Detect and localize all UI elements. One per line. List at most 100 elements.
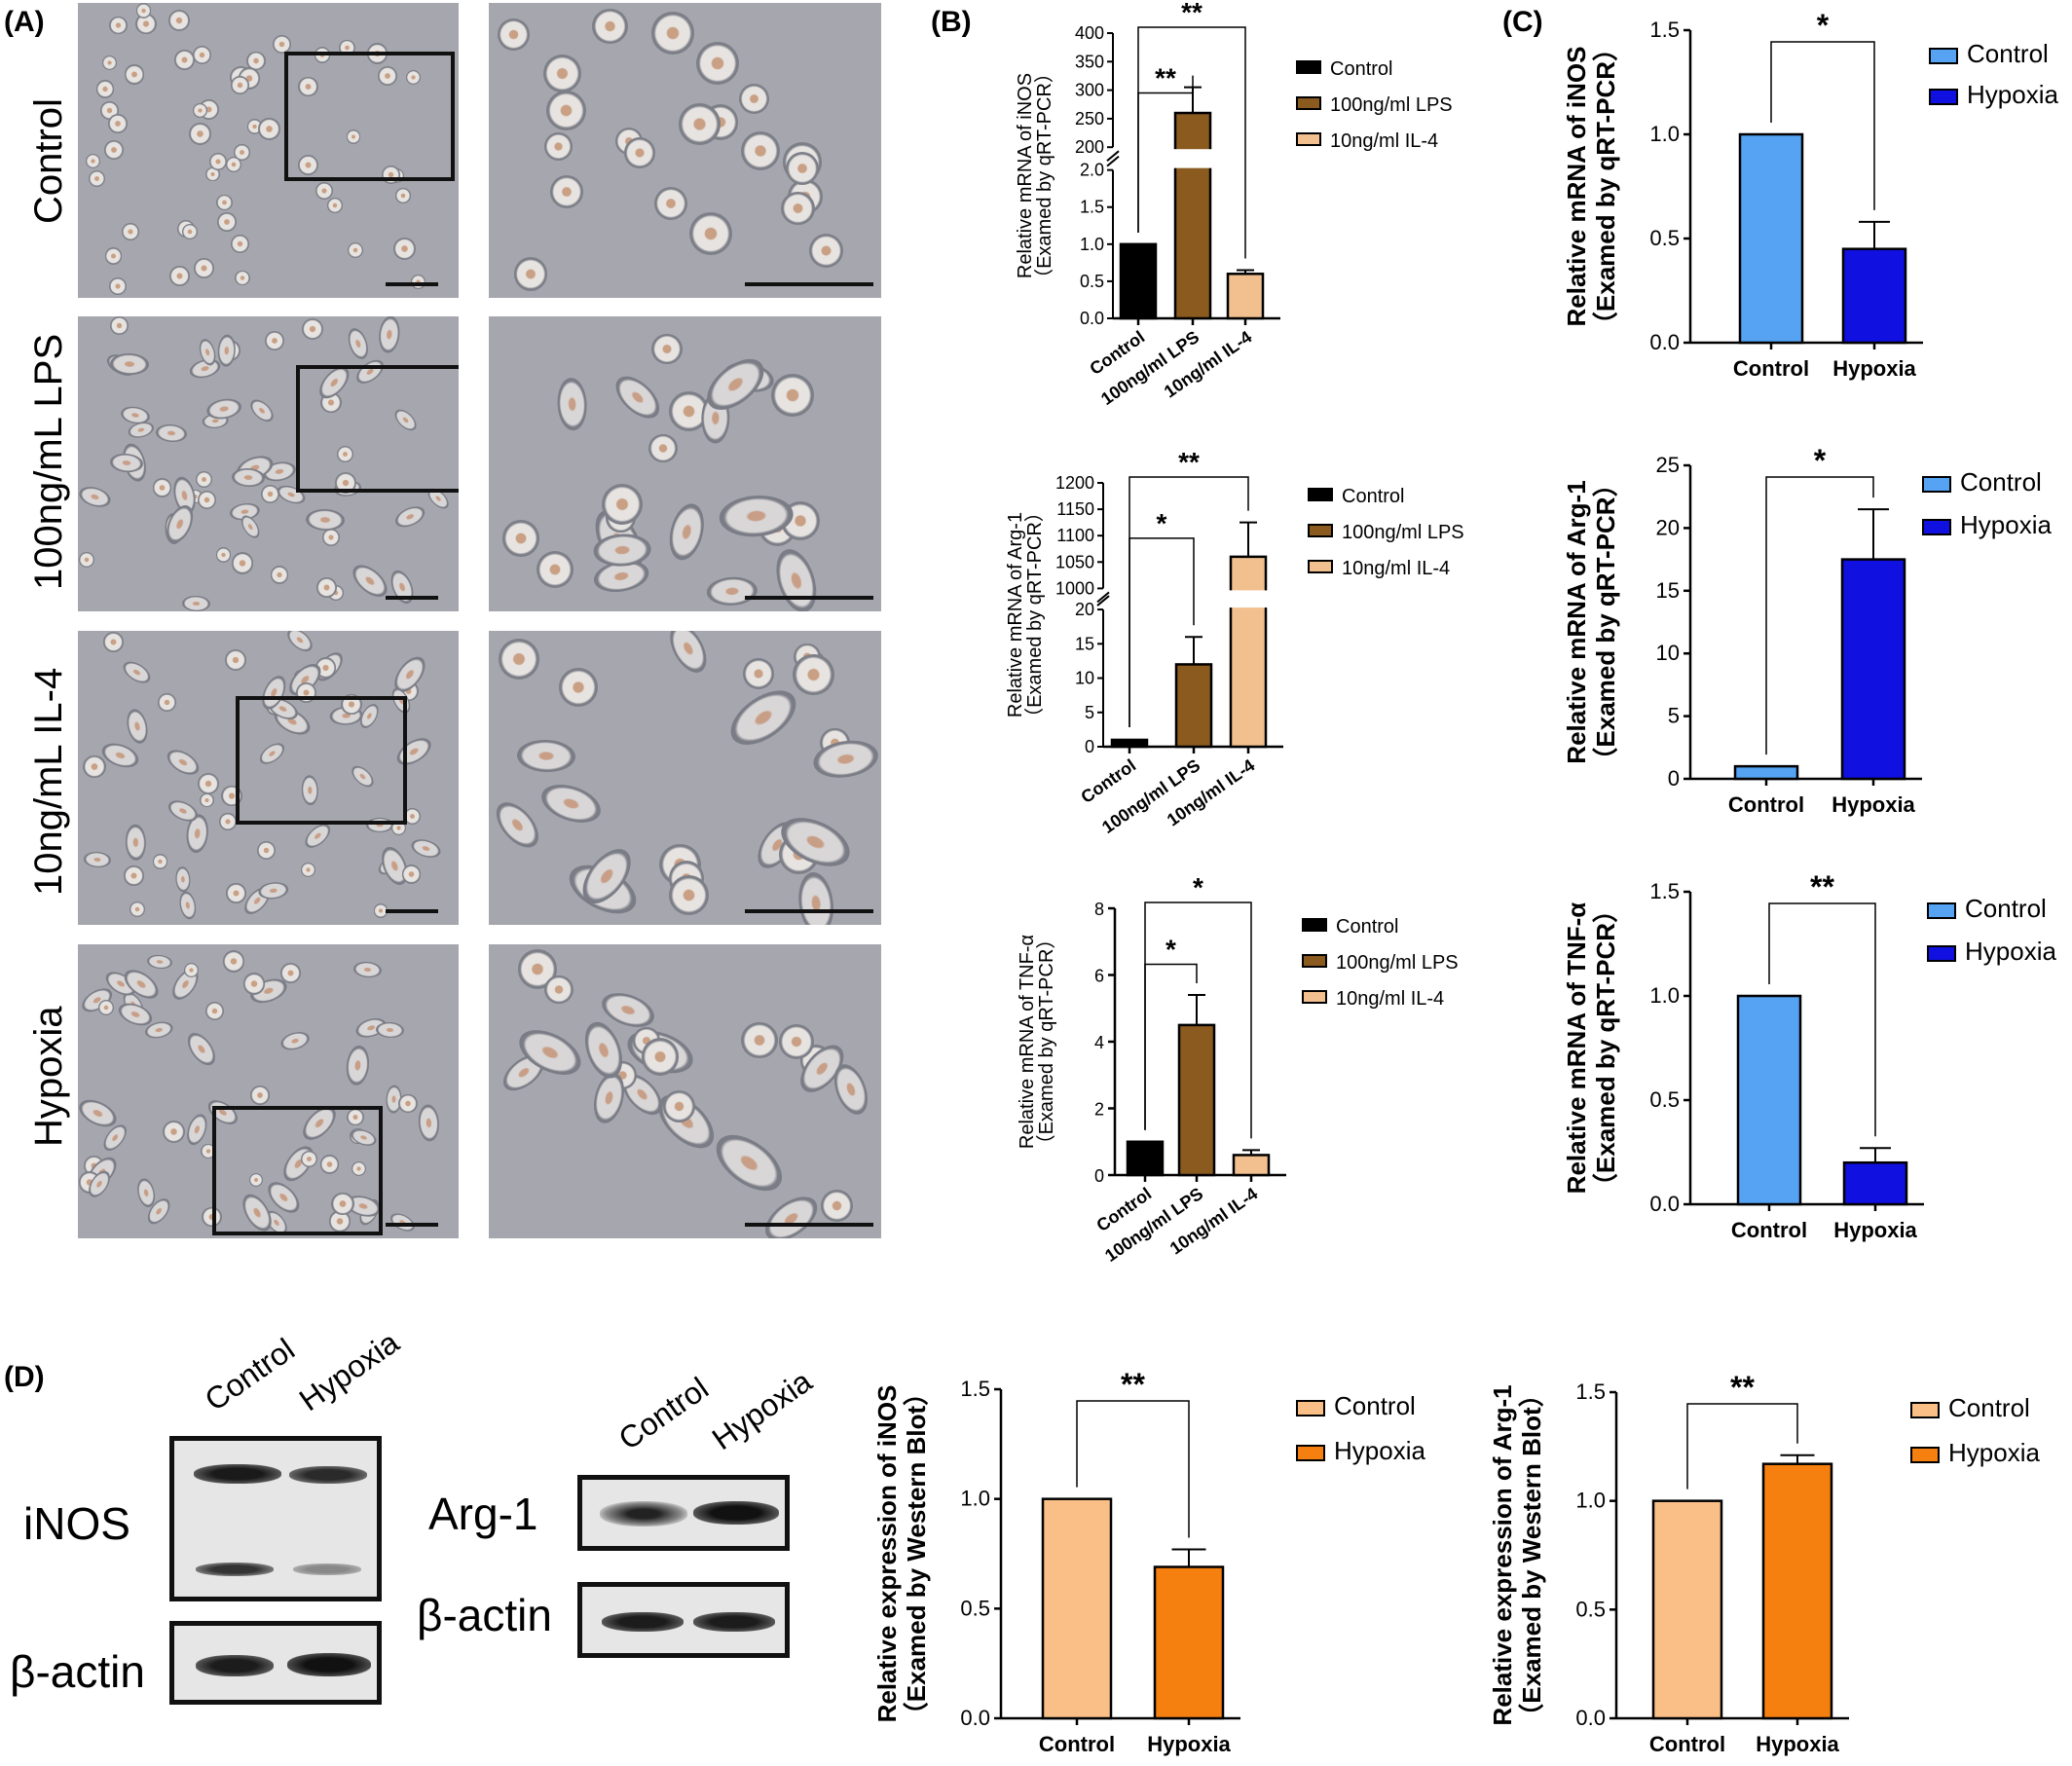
- cell: [83, 755, 106, 779]
- x-tick-label: Control: [1733, 356, 1809, 381]
- scale-bar: [745, 282, 873, 286]
- y-tick-label: 1.5: [1080, 198, 1104, 217]
- legend-swatch: [1308, 524, 1333, 537]
- y-tick-label: 8: [1094, 900, 1104, 919]
- chart-b3: 0 2 4 6 8 Control 100ng/ml LPS 10ng/ml IL-4 * * Re…: [1017, 872, 1459, 1266]
- legend-label: 100ng/ml LPS: [1330, 94, 1453, 116]
- y-tick-label: 1.5: [960, 1377, 990, 1401]
- significance-label: **: [1121, 1367, 1145, 1402]
- cell: [250, 1085, 271, 1106]
- bar-hypoxia: [1842, 1160, 1908, 1206]
- legend-swatch: [1922, 519, 1951, 535]
- significance-bracket: [1770, 41, 1875, 210]
- legend-label: 10ng/ml IL-4: [1342, 558, 1450, 579]
- cell: [544, 975, 574, 1005]
- y-tick-label: 0.0: [1649, 1192, 1680, 1216]
- legend-swatch: [1296, 96, 1321, 110]
- legend-swatch: [1929, 89, 1958, 105]
- significance-label: **: [1181, 0, 1202, 27]
- y-tick-label: 1150: [1056, 499, 1094, 519]
- y-tick-label: 0: [1085, 737, 1094, 756]
- axis-break: [1106, 150, 1120, 162]
- cell: [242, 973, 266, 995]
- bar-control: [1110, 738, 1149, 749]
- cell: [230, 235, 249, 254]
- cell: [300, 863, 315, 878]
- cell: [152, 478, 172, 497]
- panel-label-d: (D): [4, 1361, 45, 1393]
- legend-label: Control: [1342, 486, 1404, 507]
- bar-100ng-ml-lps: [1177, 1023, 1216, 1177]
- cell: [668, 875, 709, 916]
- scale-bar: [745, 596, 873, 600]
- micrograph-il4-zoom: [489, 631, 881, 925]
- legend-label: Hypoxia: [1334, 1436, 1425, 1465]
- cell: [234, 144, 250, 161]
- cell: [559, 668, 599, 708]
- y-tick-label: 0.5: [960, 1596, 990, 1620]
- cell: [499, 638, 539, 680]
- cell: [204, 1002, 224, 1021]
- cell: [696, 41, 740, 85]
- cell: [648, 433, 678, 462]
- cell: [398, 1093, 418, 1114]
- cell: [663, 1089, 696, 1122]
- cell: [401, 865, 422, 884]
- cell: [226, 883, 246, 903]
- cell: [297, 76, 318, 97]
- zoom-box: [296, 365, 459, 493]
- y-axis-label: Relative mRNA of iNOS: [1015, 73, 1036, 278]
- cell: [209, 152, 228, 171]
- y-axis-label: （Examed by qRT-PCR）: [1035, 930, 1057, 1155]
- cell: [347, 1108, 364, 1126]
- cell: [235, 270, 250, 286]
- y-tick-label: 25: [1656, 453, 1680, 477]
- cell: [405, 69, 422, 85]
- y-tick-label: 0.0: [960, 1706, 990, 1730]
- legend-swatch: [1296, 1400, 1325, 1416]
- x-tick-label: Control: [1649, 1732, 1725, 1756]
- cell: [107, 114, 128, 134]
- cell: [121, 222, 140, 241]
- band-inos-hypoxia-lower: [293, 1564, 361, 1575]
- cell: [197, 772, 220, 795]
- bar-100ng-ml-lps: [1174, 663, 1213, 749]
- band-actin2-hypoxia: [693, 1612, 775, 1632]
- y-tick-label: 15: [1075, 634, 1094, 653]
- cell: [248, 1172, 264, 1188]
- micrograph-control-zoom: [489, 3, 881, 298]
- cell: [167, 9, 191, 32]
- blot-label-actin-2: β-actin: [417, 1590, 552, 1640]
- scale-bar: [745, 1223, 873, 1227]
- legend-label: Hypoxia: [1948, 1438, 2040, 1467]
- x-tick-label: Hypoxia: [1832, 356, 1916, 381]
- y-tick-label: 0.0: [1649, 330, 1680, 354]
- cell: [320, 1155, 340, 1174]
- cell: [264, 330, 284, 350]
- bar-control: [1041, 1497, 1113, 1720]
- cell: [513, 256, 548, 291]
- y-tick-label: 1.0: [960, 1487, 990, 1511]
- bar-control: [1126, 1140, 1165, 1177]
- significance-label: *: [1814, 443, 1827, 478]
- micrograph-lps: [78, 316, 459, 611]
- x-tick-label: Control: [1728, 792, 1804, 817]
- legend-label: Control: [1334, 1391, 1416, 1420]
- y-axis-label: Relative mRNA of TNF-α: [1017, 935, 1038, 1149]
- y-axis-label: Relative mRNA of TNF-α: [1562, 902, 1591, 1195]
- cell: [231, 76, 249, 94]
- blot-actin-1: [169, 1621, 382, 1705]
- cell: [169, 265, 191, 286]
- cell: [194, 258, 215, 279]
- blot-label-arg1: Arg-1: [428, 1489, 538, 1539]
- legend-swatch: [1929, 48, 1958, 64]
- cell: [174, 50, 195, 70]
- cell: [545, 91, 586, 131]
- cell: [79, 551, 94, 568]
- legend-swatch: [1927, 945, 1956, 962]
- cell: [334, 472, 356, 495]
- cell: [300, 1150, 318, 1168]
- y-tick-label: 400: [1075, 23, 1104, 43]
- cell: [321, 529, 341, 547]
- legend-swatch: [1296, 60, 1321, 74]
